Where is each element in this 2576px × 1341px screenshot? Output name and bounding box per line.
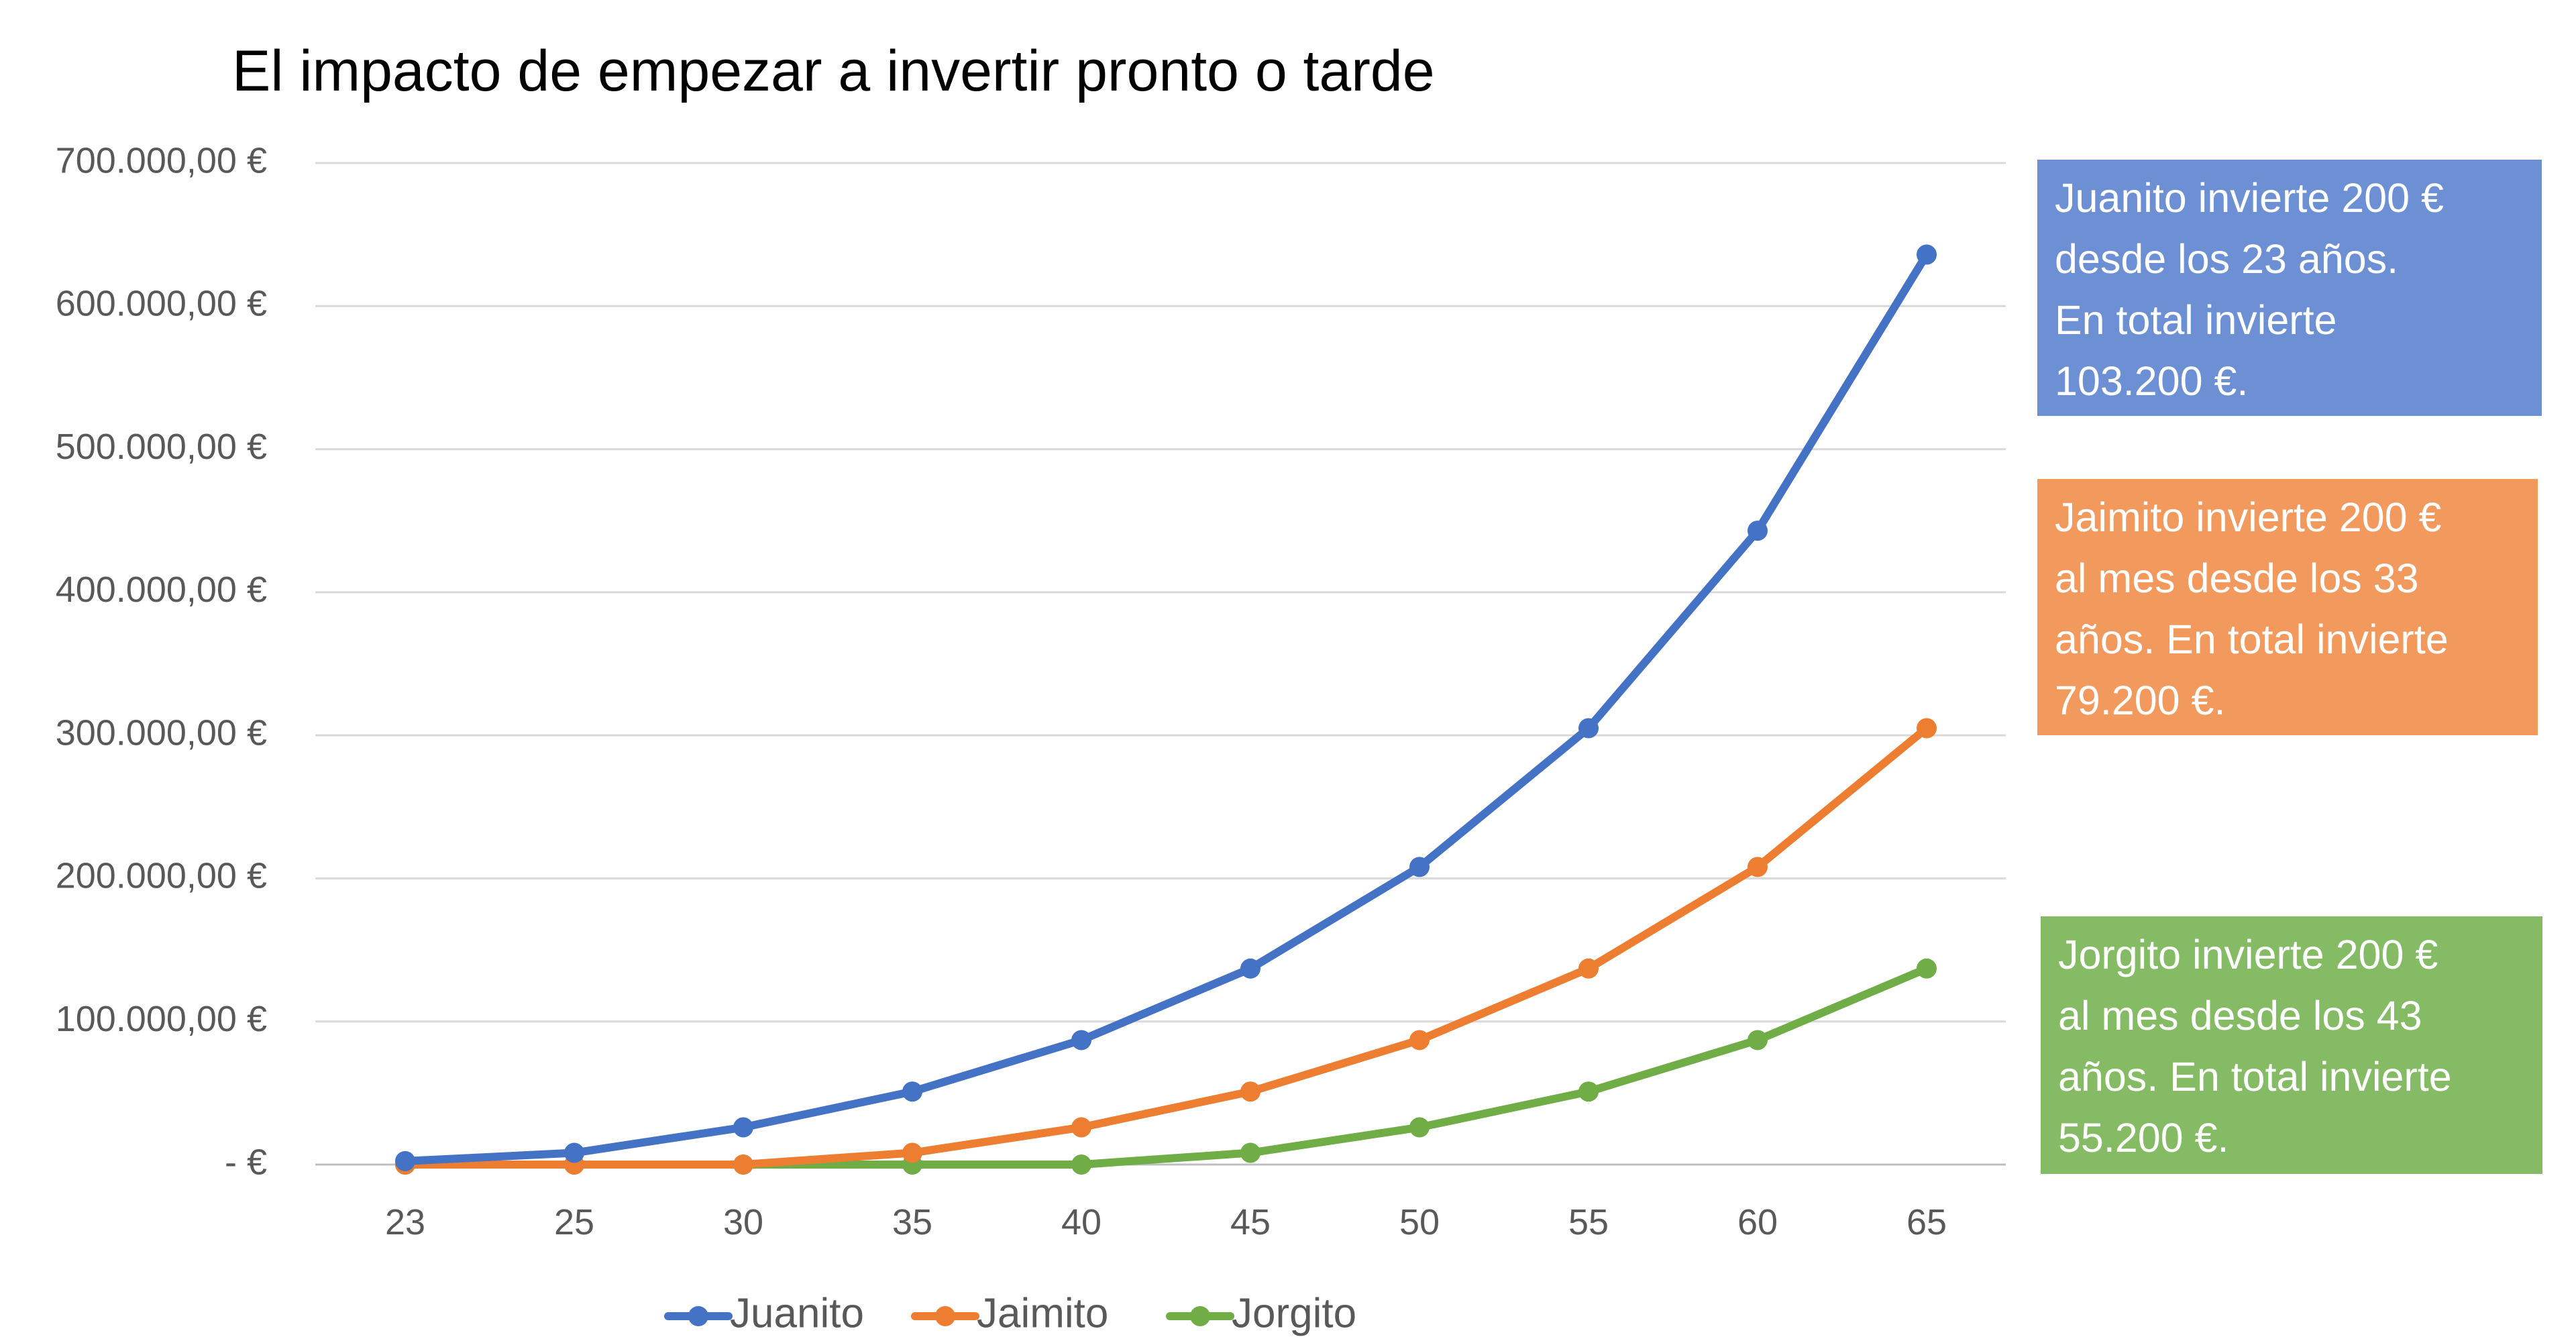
x-tick-label: 35	[892, 1202, 932, 1242]
y-tick-label: 300.000,00 €	[56, 712, 267, 753]
data-point	[1409, 857, 1430, 877]
annotation-line: 103.200 €.	[2055, 358, 2249, 404]
annotation-juanito: Juanito invierte 200 € desde los 23 años…	[2037, 160, 2542, 416]
data-point	[1917, 718, 1937, 739]
data-point	[1240, 958, 1260, 979]
annotation-line: años. En total invierte	[2055, 616, 2449, 662]
annotation-line: Jorgito invierte 200 €	[2058, 932, 2438, 977]
data-point	[1917, 244, 1937, 265]
legend-swatch-marker	[935, 1306, 955, 1326]
y-tick-label: 500.000,00 €	[56, 427, 267, 467]
annotation-line: al mes desde los 43	[2058, 993, 2422, 1038]
y-tick-label: 100.000,00 €	[56, 999, 267, 1039]
x-tick-label: 40	[1061, 1202, 1102, 1242]
data-point	[733, 1117, 753, 1138]
series-line	[401, 250, 1931, 1165]
x-tick-label: 30	[723, 1202, 763, 1242]
y-tick-label: - €	[225, 1142, 267, 1182]
legend-item-jorgito: Jorgito	[1166, 1290, 1356, 1336]
legend: Juanito Jaimito Jorgito	[664, 1290, 1356, 1336]
data-point	[902, 1081, 922, 1102]
annotation-line: al mes desde los 33	[2055, 555, 2419, 601]
x-tick-label: 65	[1907, 1202, 1947, 1242]
legend-label: Jorgito	[1232, 1290, 1356, 1336]
annotation-line: años. En total invierte	[2058, 1054, 2452, 1099]
legend-swatch-marker	[1190, 1306, 1210, 1326]
annotation-line: 55.200 €.	[2058, 1115, 2229, 1161]
data-point	[1240, 1142, 1260, 1163]
data-point	[395, 1150, 415, 1171]
chart-title: El impacto de empezar a invertir pronto …	[232, 39, 1435, 103]
x-tick-label: 55	[1568, 1202, 1609, 1242]
series-line	[401, 724, 1931, 1169]
data-point	[902, 1142, 922, 1163]
data-point	[1748, 1030, 1768, 1051]
data-point	[1917, 958, 1937, 979]
x-axis-ticks: 23 25 30 35 40 45 50 55 60 65	[385, 1202, 1947, 1242]
data-point	[1071, 1155, 1091, 1175]
legend-swatch-marker	[688, 1306, 708, 1326]
data-point	[1240, 1081, 1260, 1102]
annotation-line: En total invierte	[2055, 297, 2337, 343]
data-point	[564, 1142, 584, 1163]
annotation-jaimito: Jaimito invierte 200 € al mes desde los …	[2037, 479, 2538, 735]
data-point	[1071, 1030, 1091, 1051]
annotation-line: 79.200 €.	[2055, 678, 2226, 723]
data-point	[1578, 1081, 1599, 1102]
data-point	[1071, 1117, 1091, 1138]
annotation-line: desde los 23 años.	[2055, 236, 2399, 282]
x-tick-label: 45	[1230, 1202, 1271, 1242]
x-tick-label: 60	[1737, 1202, 1778, 1242]
x-tick-label: 23	[385, 1202, 425, 1242]
series-jaimito	[395, 718, 1937, 1175]
series-line	[401, 964, 1931, 1169]
y-tick-label: 200.000,00 €	[56, 856, 267, 896]
annotation-line: Jaimito invierte 200 €	[2055, 494, 2442, 540]
series-juanito	[395, 244, 1937, 1171]
grid-lines	[315, 162, 2006, 1166]
data-point	[1748, 857, 1768, 877]
y-tick-label: 700.000,00 €	[56, 140, 267, 180]
series-group	[395, 244, 1937, 1175]
y-axis-ticks: - € 100.000,00 € 200.000,00 € 300.000,00 € 4…	[56, 140, 267, 1182]
legend-item-juanito: Juanito	[664, 1290, 864, 1336]
x-tick-label: 50	[1399, 1202, 1440, 1242]
data-point	[1409, 1030, 1430, 1051]
annotation-line: Juanito invierte 200 €	[2055, 175, 2444, 221]
y-tick-label: 600.000,00 €	[56, 284, 267, 324]
y-tick-label: 400.000,00 €	[56, 570, 267, 610]
annotation-jorgito: Jorgito invierte 200 € al mes desde los …	[2041, 916, 2542, 1174]
data-point	[1748, 521, 1768, 541]
data-point	[1409, 1117, 1430, 1138]
legend-item-jaimito: Jaimito	[911, 1290, 1108, 1336]
data-point	[1578, 718, 1599, 739]
x-tick-label: 25	[554, 1202, 594, 1242]
data-point	[733, 1155, 753, 1175]
legend-label: Jaimito	[977, 1290, 1108, 1336]
data-point	[1578, 958, 1599, 979]
legend-label: Juanito	[730, 1290, 864, 1336]
